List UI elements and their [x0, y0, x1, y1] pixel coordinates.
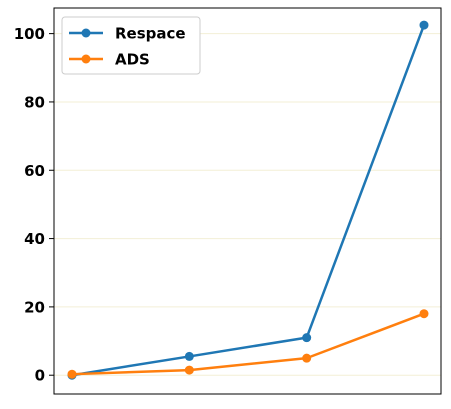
plot-frame: [53, 7, 442, 395]
data-point: [419, 20, 429, 30]
legend-marker-ads: [81, 54, 91, 64]
data-point: [67, 369, 77, 379]
legend-entry-ads: ADS: [69, 51, 150, 69]
data-point: [184, 365, 194, 375]
legend-label-respace: Respace: [115, 25, 186, 43]
y-tick-label: 80: [24, 93, 45, 111]
legend: Respace ADS: [61, 16, 201, 75]
y-tick-label: 0: [35, 367, 45, 385]
y-tick-label: 20: [24, 298, 45, 316]
y-axis-ticks: 0 20 40 60 80 100: [14, 25, 54, 385]
series-ads: [67, 309, 429, 379]
y-tick-label: 60: [24, 162, 45, 180]
legend-entry-respace: Respace: [69, 25, 186, 43]
series-line: [71, 24, 426, 377]
series-line: [71, 312, 425, 376]
legend-label-ads: ADS: [115, 51, 150, 69]
data-point: [184, 351, 194, 361]
series-layer: [67, 20, 429, 380]
legend-marker-respace: [81, 28, 91, 38]
data-point: [302, 353, 312, 363]
y-tick-label: 100: [14, 25, 45, 43]
y-tick-label: 40: [24, 230, 45, 248]
data-point: [419, 309, 429, 319]
data-point: [302, 333, 312, 343]
grid-lines: [54, 33, 441, 376]
